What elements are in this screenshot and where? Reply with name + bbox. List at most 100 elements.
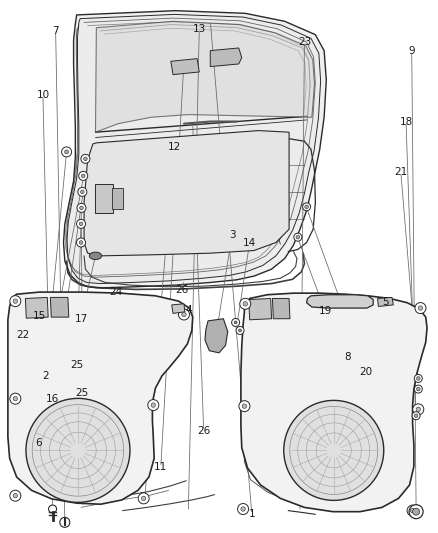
Polygon shape bbox=[112, 188, 123, 209]
Circle shape bbox=[81, 174, 85, 177]
Circle shape bbox=[77, 204, 86, 212]
Circle shape bbox=[77, 220, 85, 228]
Circle shape bbox=[303, 203, 311, 211]
Circle shape bbox=[60, 518, 70, 527]
Circle shape bbox=[415, 303, 426, 313]
Circle shape bbox=[414, 414, 418, 417]
Ellipse shape bbox=[89, 252, 102, 260]
Polygon shape bbox=[67, 14, 321, 284]
Circle shape bbox=[413, 508, 420, 515]
Circle shape bbox=[239, 401, 250, 411]
Circle shape bbox=[417, 377, 420, 380]
Circle shape bbox=[80, 206, 83, 209]
Text: 10: 10 bbox=[36, 90, 49, 100]
Text: 9: 9 bbox=[408, 46, 415, 55]
Circle shape bbox=[241, 507, 245, 511]
Circle shape bbox=[138, 493, 149, 504]
Polygon shape bbox=[26, 304, 59, 344]
Text: 7: 7 bbox=[52, 26, 59, 36]
Circle shape bbox=[141, 496, 146, 500]
Circle shape bbox=[81, 155, 90, 163]
Text: 4: 4 bbox=[185, 305, 192, 315]
Text: 23: 23 bbox=[298, 37, 311, 46]
Text: 18: 18 bbox=[399, 117, 413, 126]
Text: 14: 14 bbox=[243, 238, 256, 247]
Circle shape bbox=[10, 490, 21, 501]
Text: 12: 12 bbox=[168, 142, 181, 151]
Circle shape bbox=[284, 400, 384, 500]
Text: 6: 6 bbox=[35, 439, 42, 448]
Polygon shape bbox=[272, 298, 290, 319]
Text: 22: 22 bbox=[16, 330, 29, 340]
Text: 1: 1 bbox=[248, 510, 255, 519]
Circle shape bbox=[10, 296, 21, 306]
Circle shape bbox=[148, 400, 159, 410]
Circle shape bbox=[64, 150, 69, 154]
Polygon shape bbox=[210, 48, 242, 67]
Circle shape bbox=[13, 494, 18, 498]
Circle shape bbox=[296, 236, 300, 239]
Text: 25: 25 bbox=[70, 360, 83, 370]
Polygon shape bbox=[172, 304, 185, 313]
Circle shape bbox=[13, 397, 18, 401]
Circle shape bbox=[294, 233, 302, 241]
Circle shape bbox=[414, 385, 422, 393]
Polygon shape bbox=[95, 184, 113, 213]
Text: 13: 13 bbox=[193, 25, 206, 34]
Text: 5: 5 bbox=[382, 297, 389, 307]
Text: 26: 26 bbox=[197, 426, 210, 435]
Polygon shape bbox=[249, 298, 272, 320]
Circle shape bbox=[13, 299, 18, 303]
Polygon shape bbox=[50, 297, 69, 317]
Circle shape bbox=[178, 309, 190, 320]
Circle shape bbox=[417, 387, 420, 391]
Circle shape bbox=[234, 321, 237, 324]
Circle shape bbox=[243, 302, 247, 306]
Circle shape bbox=[305, 205, 308, 208]
Circle shape bbox=[151, 403, 155, 407]
Text: 16: 16 bbox=[46, 394, 59, 403]
Circle shape bbox=[239, 329, 241, 332]
Polygon shape bbox=[307, 295, 373, 308]
Text: 21: 21 bbox=[394, 167, 407, 176]
Circle shape bbox=[26, 398, 130, 503]
Circle shape bbox=[242, 404, 247, 408]
Circle shape bbox=[240, 298, 251, 309]
Circle shape bbox=[79, 172, 88, 180]
Polygon shape bbox=[8, 292, 193, 504]
Polygon shape bbox=[241, 293, 427, 512]
Polygon shape bbox=[171, 59, 199, 75]
Text: 24: 24 bbox=[110, 287, 123, 297]
Circle shape bbox=[10, 393, 21, 404]
Text: 25: 25 bbox=[76, 389, 89, 398]
Circle shape bbox=[77, 238, 85, 247]
Circle shape bbox=[49, 505, 57, 513]
Circle shape bbox=[236, 326, 244, 335]
Circle shape bbox=[410, 508, 415, 513]
Circle shape bbox=[412, 411, 420, 420]
Circle shape bbox=[62, 147, 71, 157]
Text: 19: 19 bbox=[318, 306, 332, 316]
Circle shape bbox=[416, 407, 420, 411]
Polygon shape bbox=[84, 131, 289, 256]
Text: 3: 3 bbox=[229, 230, 236, 239]
Circle shape bbox=[78, 188, 87, 196]
Polygon shape bbox=[95, 21, 314, 132]
Text: 17: 17 bbox=[74, 314, 88, 324]
Circle shape bbox=[237, 504, 249, 514]
Circle shape bbox=[79, 241, 83, 244]
Circle shape bbox=[418, 306, 423, 310]
Circle shape bbox=[407, 505, 418, 516]
Text: 11: 11 bbox=[154, 463, 167, 472]
Polygon shape bbox=[25, 297, 48, 318]
Circle shape bbox=[79, 222, 83, 225]
Circle shape bbox=[84, 157, 87, 160]
Text: 20: 20 bbox=[360, 367, 373, 377]
Polygon shape bbox=[64, 11, 326, 288]
Polygon shape bbox=[378, 297, 393, 306]
Circle shape bbox=[81, 190, 84, 193]
Text: 15: 15 bbox=[33, 311, 46, 320]
Circle shape bbox=[409, 505, 423, 519]
Text: 2: 2 bbox=[42, 371, 49, 381]
Polygon shape bbox=[205, 319, 228, 353]
